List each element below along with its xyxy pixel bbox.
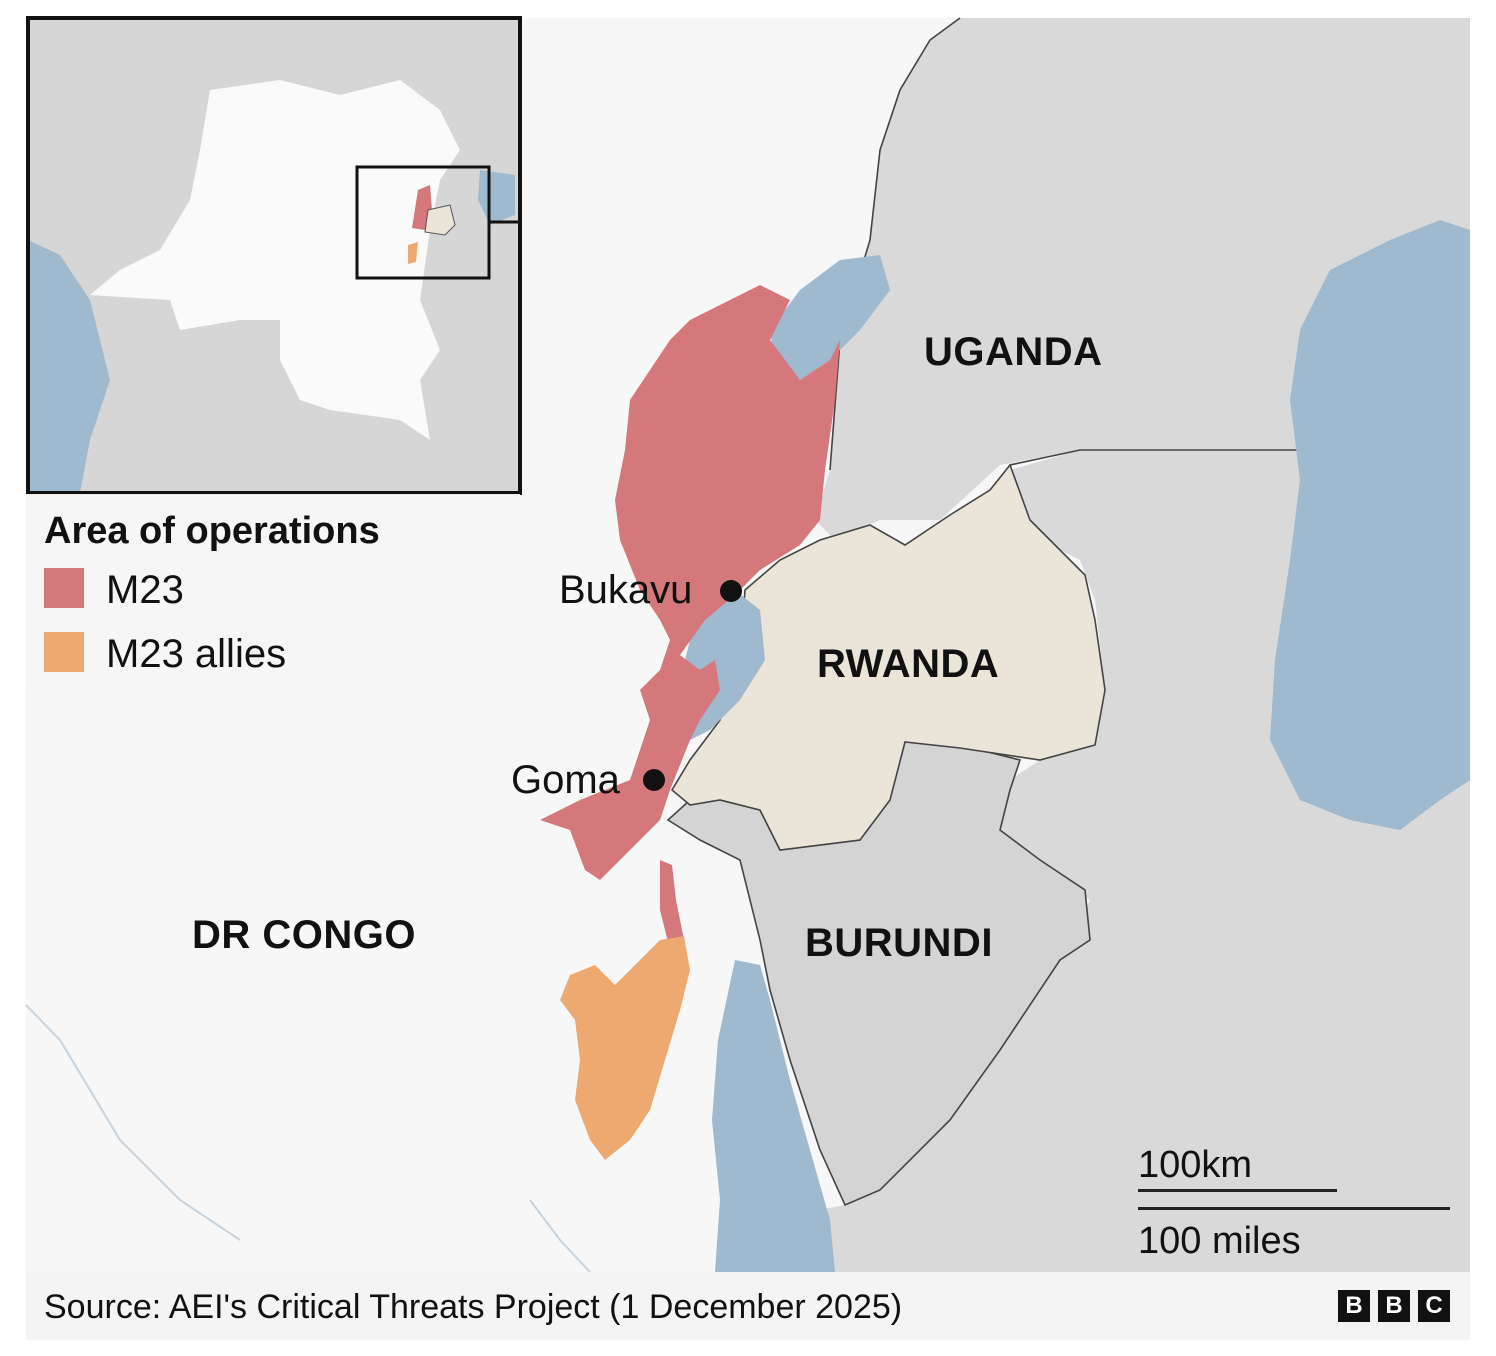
burundi-label: BURUNDI: [805, 921, 993, 965]
inset-ocean: [28, 240, 110, 493]
rwanda-label: RWANDA: [817, 642, 1000, 686]
legend: Area of operations M23 M23 allies: [26, 494, 520, 694]
bukavu-dot: [720, 580, 742, 602]
inset-drc: [90, 80, 460, 440]
scale-km-label: 100km: [1138, 1144, 1253, 1186]
main-map: [25, 17, 1470, 1273]
lake-tanganyika: [712, 960, 835, 1272]
dr-congo-label: DR CONGO: [192, 913, 416, 957]
goma-dot: [643, 769, 665, 791]
m23-allies-area: [560, 936, 690, 1160]
lake-edward: [770, 255, 890, 380]
m23-area: [540, 285, 840, 880]
m23-south-strip: [660, 860, 684, 942]
bbc-logo-b2: B: [1378, 1290, 1410, 1322]
legend-m23-allies-label: M23 allies: [106, 632, 287, 676]
inset-map: [26, 16, 522, 495]
bbc-logo-c: C: [1418, 1290, 1450, 1322]
source-text: Source: AEI's Critical Threats Project (…: [44, 1288, 903, 1326]
uganda-label: UGANDA: [924, 330, 1103, 374]
scale-km-bar: [1138, 1189, 1337, 1192]
bukavu-label: Bukavu: [559, 568, 693, 612]
legend-m23-allies-swatch: [44, 632, 84, 672]
inset-allies: [408, 242, 418, 264]
rwanda-area: [670, 463, 1106, 851]
legend-m23-swatch: [44, 568, 84, 608]
inset-frame: [26, 16, 522, 495]
bbc-logo-b1: B: [1338, 1290, 1370, 1322]
legend-m23-label: M23: [106, 568, 184, 612]
scale-miles-bar: [1138, 1207, 1450, 1210]
scale-miles-label: 100 miles: [1138, 1220, 1301, 1262]
inset-rwanda: [424, 204, 456, 236]
lake-victoria: [1270, 220, 1470, 830]
goma-label: Goma: [511, 758, 620, 802]
legend-title: Area of operations: [44, 510, 380, 552]
river-line: [25, 1004, 591, 1273]
inset-lake: [478, 170, 515, 225]
footer: Source: AEI's Critical Threats Project (…: [26, 1272, 1470, 1340]
